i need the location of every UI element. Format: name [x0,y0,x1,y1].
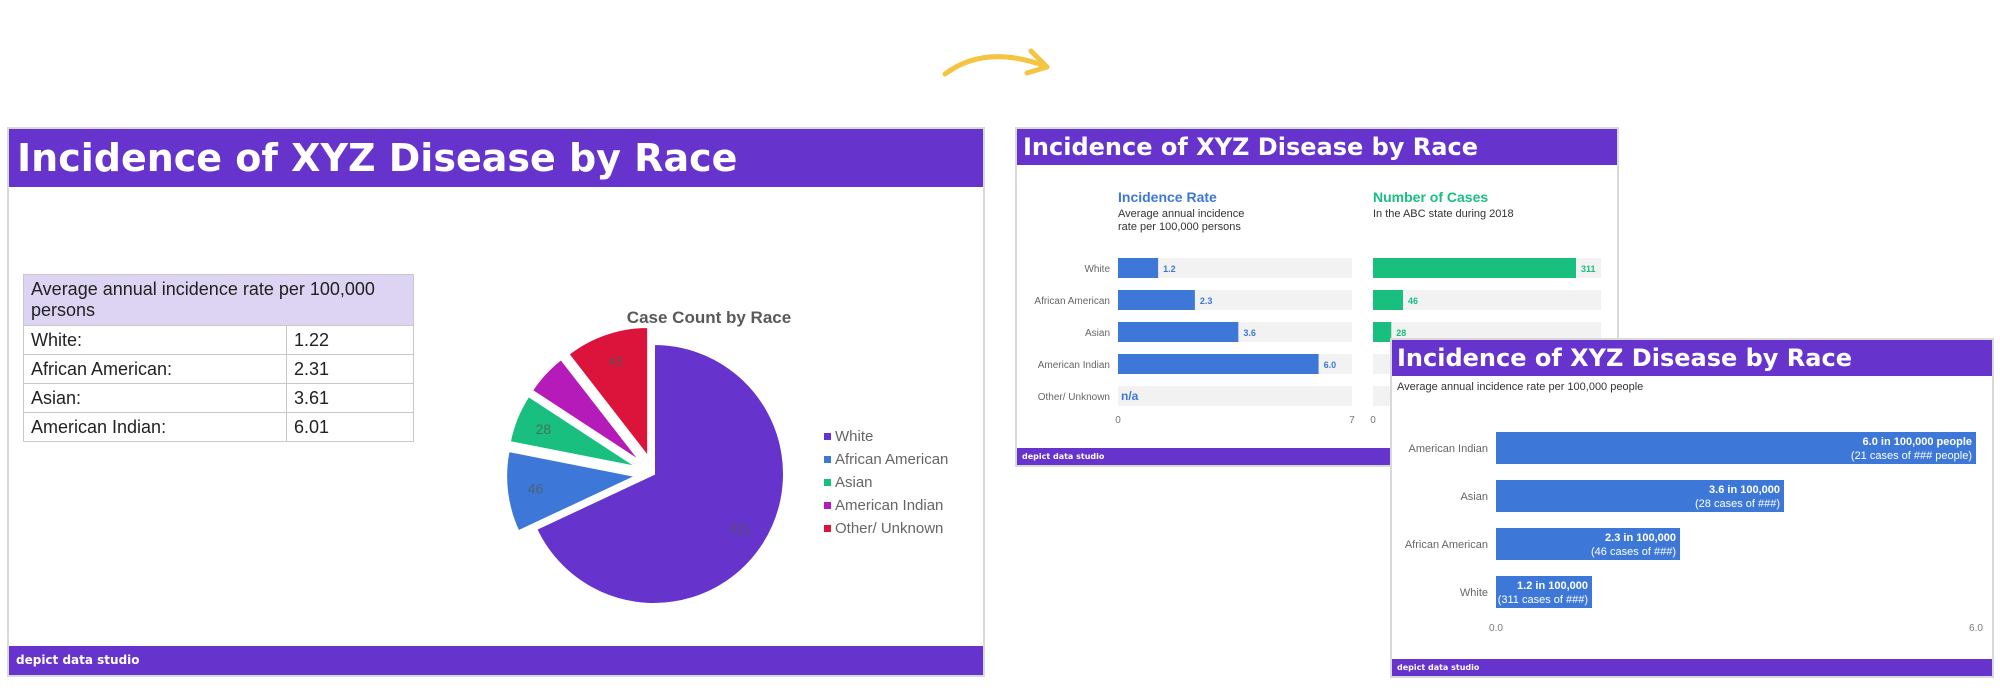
table-cell-value: 2.31 [286,354,414,384]
cases-panel-heading: Number of Cases [1373,189,1488,205]
rate-panel-heading: Incidence Rate [1118,189,1217,205]
pie-title: Case Count by Race [627,308,791,327]
legend-swatch [824,456,831,463]
bar-label-sub: (21 cases of ### people) [1851,450,1972,462]
category-label: African American [1405,539,1488,551]
rate-data-label: 6.0 [1324,360,1337,370]
curved-arrow-right-icon [942,48,1050,77]
bar-label-sub: (28 cases of ###) [1695,498,1780,510]
table-header: Average annual incidence rate per 100,00… [23,274,414,326]
rate-bar [1496,432,1976,464]
pie-slice [505,449,640,533]
bar-label-main: 2.3 in 100,000 [1605,532,1676,544]
bar-track [1118,386,1352,406]
legend-swatch [824,525,831,532]
pie-slice [534,342,785,605]
pie-data-label: 28 [536,421,552,437]
bar-label-main: 6.0 in 100,000 people [1863,436,1972,448]
legend-label: Asian [835,474,873,491]
category-label: Other/ Unknown [1038,392,1110,403]
cases-bar [1373,322,1392,342]
category-label: American Indian [1409,443,1489,455]
dual-bar-chart: Incidence Rate Average annual incidencera… [1034,189,1601,426]
slide-footer: depict data studio [1392,659,1992,676]
pie-data-label: 46 [528,480,544,496]
legend-swatch [824,502,831,509]
category-label: American Indian [1038,360,1110,371]
legend-swatch [824,479,831,486]
category-label: Asian [1085,328,1110,339]
incidence-rate-table: Average annual incidence rate per 100,00… [23,274,414,442]
x-tick-label: 0 [1115,415,1121,426]
bar-label-sub: (46 cases of ###) [1591,546,1676,558]
category-label: Asian [1460,491,1488,503]
rate-bar [1118,290,1195,310]
legend-label: Other/ Unknown [835,520,943,537]
category-label: White [1460,587,1488,599]
table-row: American Indian: 6.01 [23,412,414,442]
table-cell-label: Asian: [23,383,287,413]
pie-slice [530,357,642,463]
legend-label: African American [835,451,948,468]
table-cell-value: 3.61 [286,383,414,413]
slide-title: Incidence of XYZ Disease by Race [9,129,983,187]
slide-title: Incidence of XYZ Disease by Race [1017,129,1617,165]
rate-panel-subtitle: rate per 100,000 persons [1118,221,1241,233]
pie-data-label: 48 [608,353,624,369]
x-tick-label: 6.0 [1969,623,1983,634]
bar-track [1118,258,1352,278]
cases-data-label: 46 [1408,296,1418,306]
rate-bar [1118,354,1319,374]
rate-data-label: 1.2 [1163,264,1176,274]
pie-chart: Case Count by Race 311 46 28 48 White African … [505,308,948,605]
bar-label-main: 3.6 in 100,000 [1709,484,1780,496]
x-tick-label: 7 [1349,415,1355,426]
rate-bar [1496,480,1784,512]
rate-panel-subtitle: Average annual incidence [1118,208,1244,220]
table-cell-value: 6.01 [286,412,414,442]
category-label: African American [1034,296,1110,307]
bar-track [1373,290,1601,310]
slide-title: Incidence of XYZ Disease by Race [1392,340,1992,376]
rate-bar [1118,258,1159,278]
rate-bar [1496,576,1592,608]
cases-panel-subtitle: In the ABC state during 2018 [1373,208,1514,220]
table-row: White: 1.22 [23,325,414,355]
legend-label: American Indian [835,497,943,514]
table-cell-label: African American: [23,354,287,384]
x-tick-label: 0 [1370,415,1376,426]
bar-label-main: 1.2 in 100,000 [1517,580,1588,592]
table-cell-label: American Indian: [23,412,287,442]
rate-data-label: n/a [1121,389,1139,403]
rate-data-label: 2.3 [1200,296,1213,306]
pie-slice [508,394,638,469]
table-cell-value: 1.22 [286,325,414,355]
rate-bar [1118,322,1239,342]
bar-label-sub: (311 cases of ###) [1498,594,1588,606]
rate-bar [1496,528,1680,560]
legend-swatch [824,433,831,440]
chart-subtitle: Average annual incidence rate per 100,00… [1397,381,1643,393]
pie-data-label: 311 [728,520,751,536]
legend-label: White [835,428,873,445]
bar-track [1373,322,1601,342]
pie-slice [567,325,650,460]
table-row: Asian: 3.61 [23,383,414,413]
x-tick-label: 0.0 [1489,623,1503,634]
table-cell-label: White: [23,325,287,355]
cases-data-label: 28 [1396,328,1406,338]
category-label: White [1084,264,1110,275]
cases-bar [1373,290,1404,310]
rate-data-label: 3.6 [1243,328,1256,338]
rate-bar-chart: Average annual incidence rate per 100,00… [1397,381,1983,634]
cases-bar [1373,258,1576,278]
slide-table-pie: Incidence of XYZ Disease by Race Average… [7,127,985,677]
table-row: African American: 2.31 [23,354,414,384]
cases-data-label: 311 [1581,264,1596,274]
slide-rate-bars: Incidence of XYZ Disease by Race Average… [1390,338,1994,678]
slide-footer: depict data studio [9,646,983,675]
